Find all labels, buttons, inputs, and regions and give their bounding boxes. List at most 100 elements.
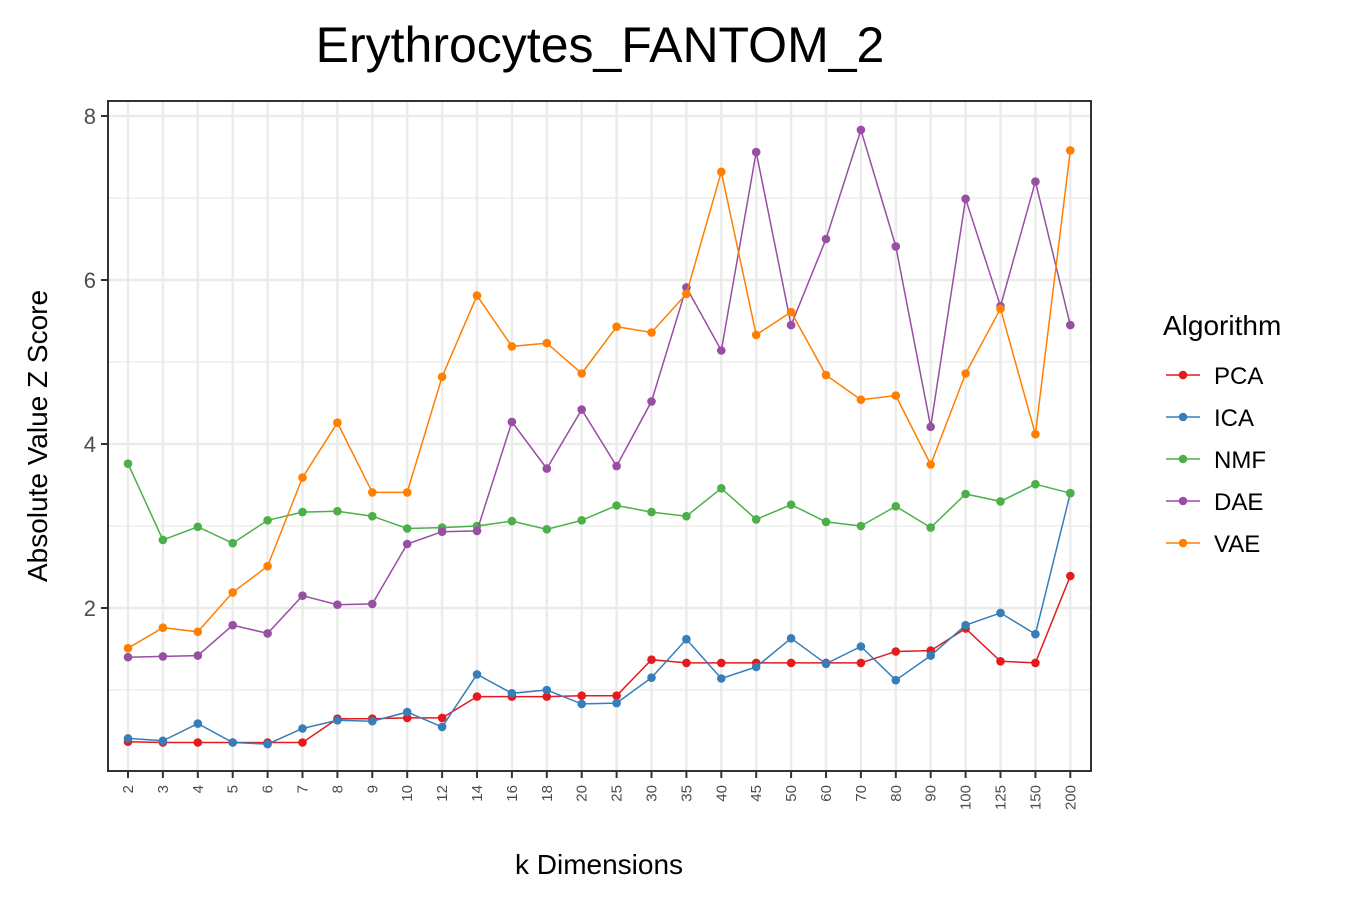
data-point [1066, 571, 1075, 581]
data-point [507, 516, 517, 526]
x-tick-label: 100 [958, 785, 975, 810]
legend-key-point [1178, 412, 1188, 422]
x-tick-label: 60 [818, 785, 835, 802]
data-point [891, 242, 901, 251]
data-point [542, 338, 552, 348]
x-tick-label: 9 [364, 785, 381, 793]
legend-key-point [1178, 496, 1188, 506]
x-axis-title: k Dimensions [515, 849, 683, 880]
data-point [1031, 429, 1040, 439]
data-point [647, 328, 656, 337]
x-tick-label: 200 [1062, 785, 1079, 810]
x-tick-label: 8 [329, 785, 346, 793]
data-point [368, 599, 377, 609]
data-point [961, 620, 970, 630]
series-line [127, 575, 1071, 744]
x-tick-label: 4 [190, 785, 207, 793]
data-point [193, 651, 203, 660]
data-point [926, 460, 935, 469]
x-tick-label: 30 [644, 785, 661, 802]
legend-item-dae: DAE [1166, 489, 1263, 516]
x-tick-label: 6 [260, 785, 277, 793]
data-point [717, 674, 726, 683]
series-nmf [123, 459, 1075, 548]
data-point [298, 473, 307, 482]
x-tick-label: 150 [1027, 785, 1044, 810]
series-line [127, 493, 1072, 745]
data-point [472, 692, 482, 701]
data-point [577, 405, 586, 414]
data-point [298, 738, 307, 747]
legend-item-vae: VAE [1166, 531, 1260, 558]
data-point [228, 738, 237, 747]
data-point [437, 372, 447, 382]
data-point [542, 692, 552, 701]
legend-item-pca: PCA [1166, 363, 1263, 390]
data-point [542, 525, 552, 534]
series-line [127, 127, 1072, 658]
series-line [127, 150, 1072, 649]
x-tick-label: 35 [678, 785, 695, 802]
data-point [1066, 488, 1075, 498]
x-tick-label: 40 [713, 785, 730, 802]
data-point [647, 507, 656, 517]
data-point [193, 627, 203, 637]
data-point [891, 391, 901, 400]
data-point [786, 658, 796, 668]
data-point [263, 629, 272, 638]
data-point [158, 652, 168, 661]
data-point [996, 304, 1005, 314]
data-point [682, 511, 691, 521]
data-point [751, 662, 761, 672]
data-point [1031, 658, 1040, 668]
data-point [1031, 177, 1040, 186]
data-point [996, 608, 1005, 618]
data-point [647, 673, 656, 682]
x-tick-label: 90 [923, 785, 940, 802]
series-line [127, 463, 1071, 545]
data-point [856, 642, 866, 651]
data-point [542, 685, 552, 695]
x-tick-label: 70 [853, 785, 870, 802]
data-point [786, 307, 796, 317]
data-point [228, 588, 237, 597]
data-point [961, 369, 970, 378]
y-axis-title: Absolute Value Z Score [22, 290, 53, 582]
legend-label: PCA [1214, 363, 1263, 390]
grid [108, 101, 1091, 771]
data-point [472, 526, 482, 536]
data-point [926, 422, 935, 432]
data-point [368, 511, 377, 521]
data-point [891, 675, 901, 685]
data-point [263, 739, 272, 749]
x-tick-label: 7 [295, 785, 312, 793]
data-point [228, 620, 237, 630]
data-point [368, 716, 377, 726]
plot-series [123, 125, 1075, 749]
data-point [577, 369, 586, 378]
data-point [542, 464, 552, 473]
data-point [402, 524, 412, 533]
chart-title: Erythrocytes_FANTOM_2 [316, 17, 885, 73]
data-point [647, 655, 656, 664]
data-point [647, 397, 656, 406]
x-tick-label: 50 [783, 785, 800, 802]
data-point [786, 500, 796, 510]
data-point [821, 234, 831, 244]
legend-label: DAE [1214, 489, 1263, 516]
y-axis: 2 4 6 8 [84, 104, 108, 621]
legend-item-ica: ICA [1166, 405, 1254, 432]
data-point [193, 522, 203, 532]
legend-label: NMF [1214, 447, 1266, 474]
x-tick-label: 2 [120, 785, 137, 793]
data-point [193, 738, 203, 747]
y-tick-label: 4 [84, 432, 96, 457]
data-point [123, 643, 133, 653]
data-point [1066, 146, 1075, 155]
data-point [402, 539, 412, 549]
data-point [751, 330, 761, 340]
data-point [333, 418, 342, 428]
data-point [717, 346, 726, 355]
data-point [717, 167, 726, 177]
data-point [298, 591, 307, 600]
